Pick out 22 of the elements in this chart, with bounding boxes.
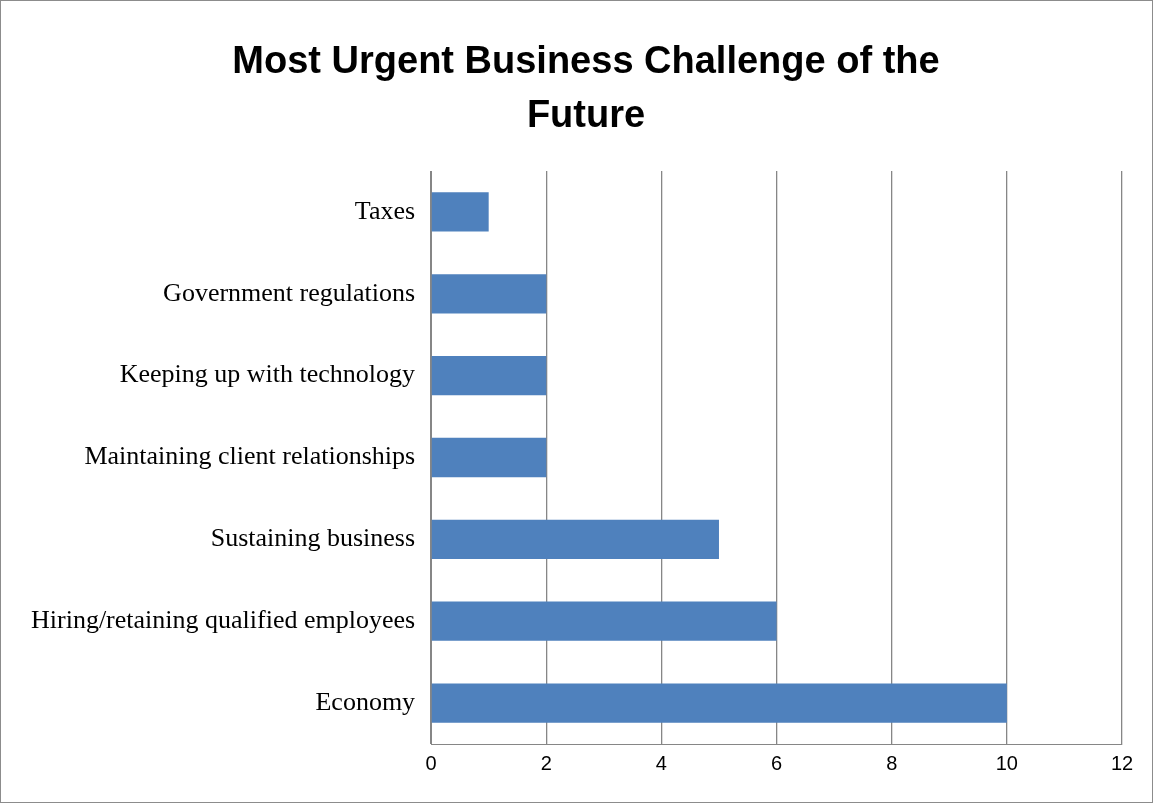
y-tick-label: Maintaining client relationships: [84, 441, 416, 471]
bar: [431, 274, 547, 314]
y-tick-label: Economy: [315, 686, 416, 716]
x-tick-label: 6: [770, 751, 783, 774]
x-tick-label: 2: [540, 751, 552, 774]
x-tick-label: 8: [886, 751, 898, 774]
bar: [431, 519, 719, 559]
y-tick-label: Taxes: [354, 195, 416, 225]
x-tick-label: 4: [655, 751, 667, 774]
y-tick-label: Government regulations: [163, 277, 416, 307]
bar: [431, 437, 547, 478]
bar: [431, 601, 777, 641]
y-tick-label: Keeping up with technology: [119, 359, 416, 389]
x-tick-label: 10: [995, 751, 1018, 774]
chart-title: Most Urgent Business Challenge of the Future: [231, 38, 941, 137]
bar: [431, 683, 1007, 723]
y-tick-label: Hiring/retaining qualified employees: [31, 605, 416, 635]
x-tick-label: 0: [425, 751, 437, 774]
bar: [431, 356, 547, 396]
bar: [431, 192, 489, 232]
x-tick-label: 12: [1110, 751, 1134, 774]
y-tick-label: Sustaining business: [210, 523, 416, 553]
